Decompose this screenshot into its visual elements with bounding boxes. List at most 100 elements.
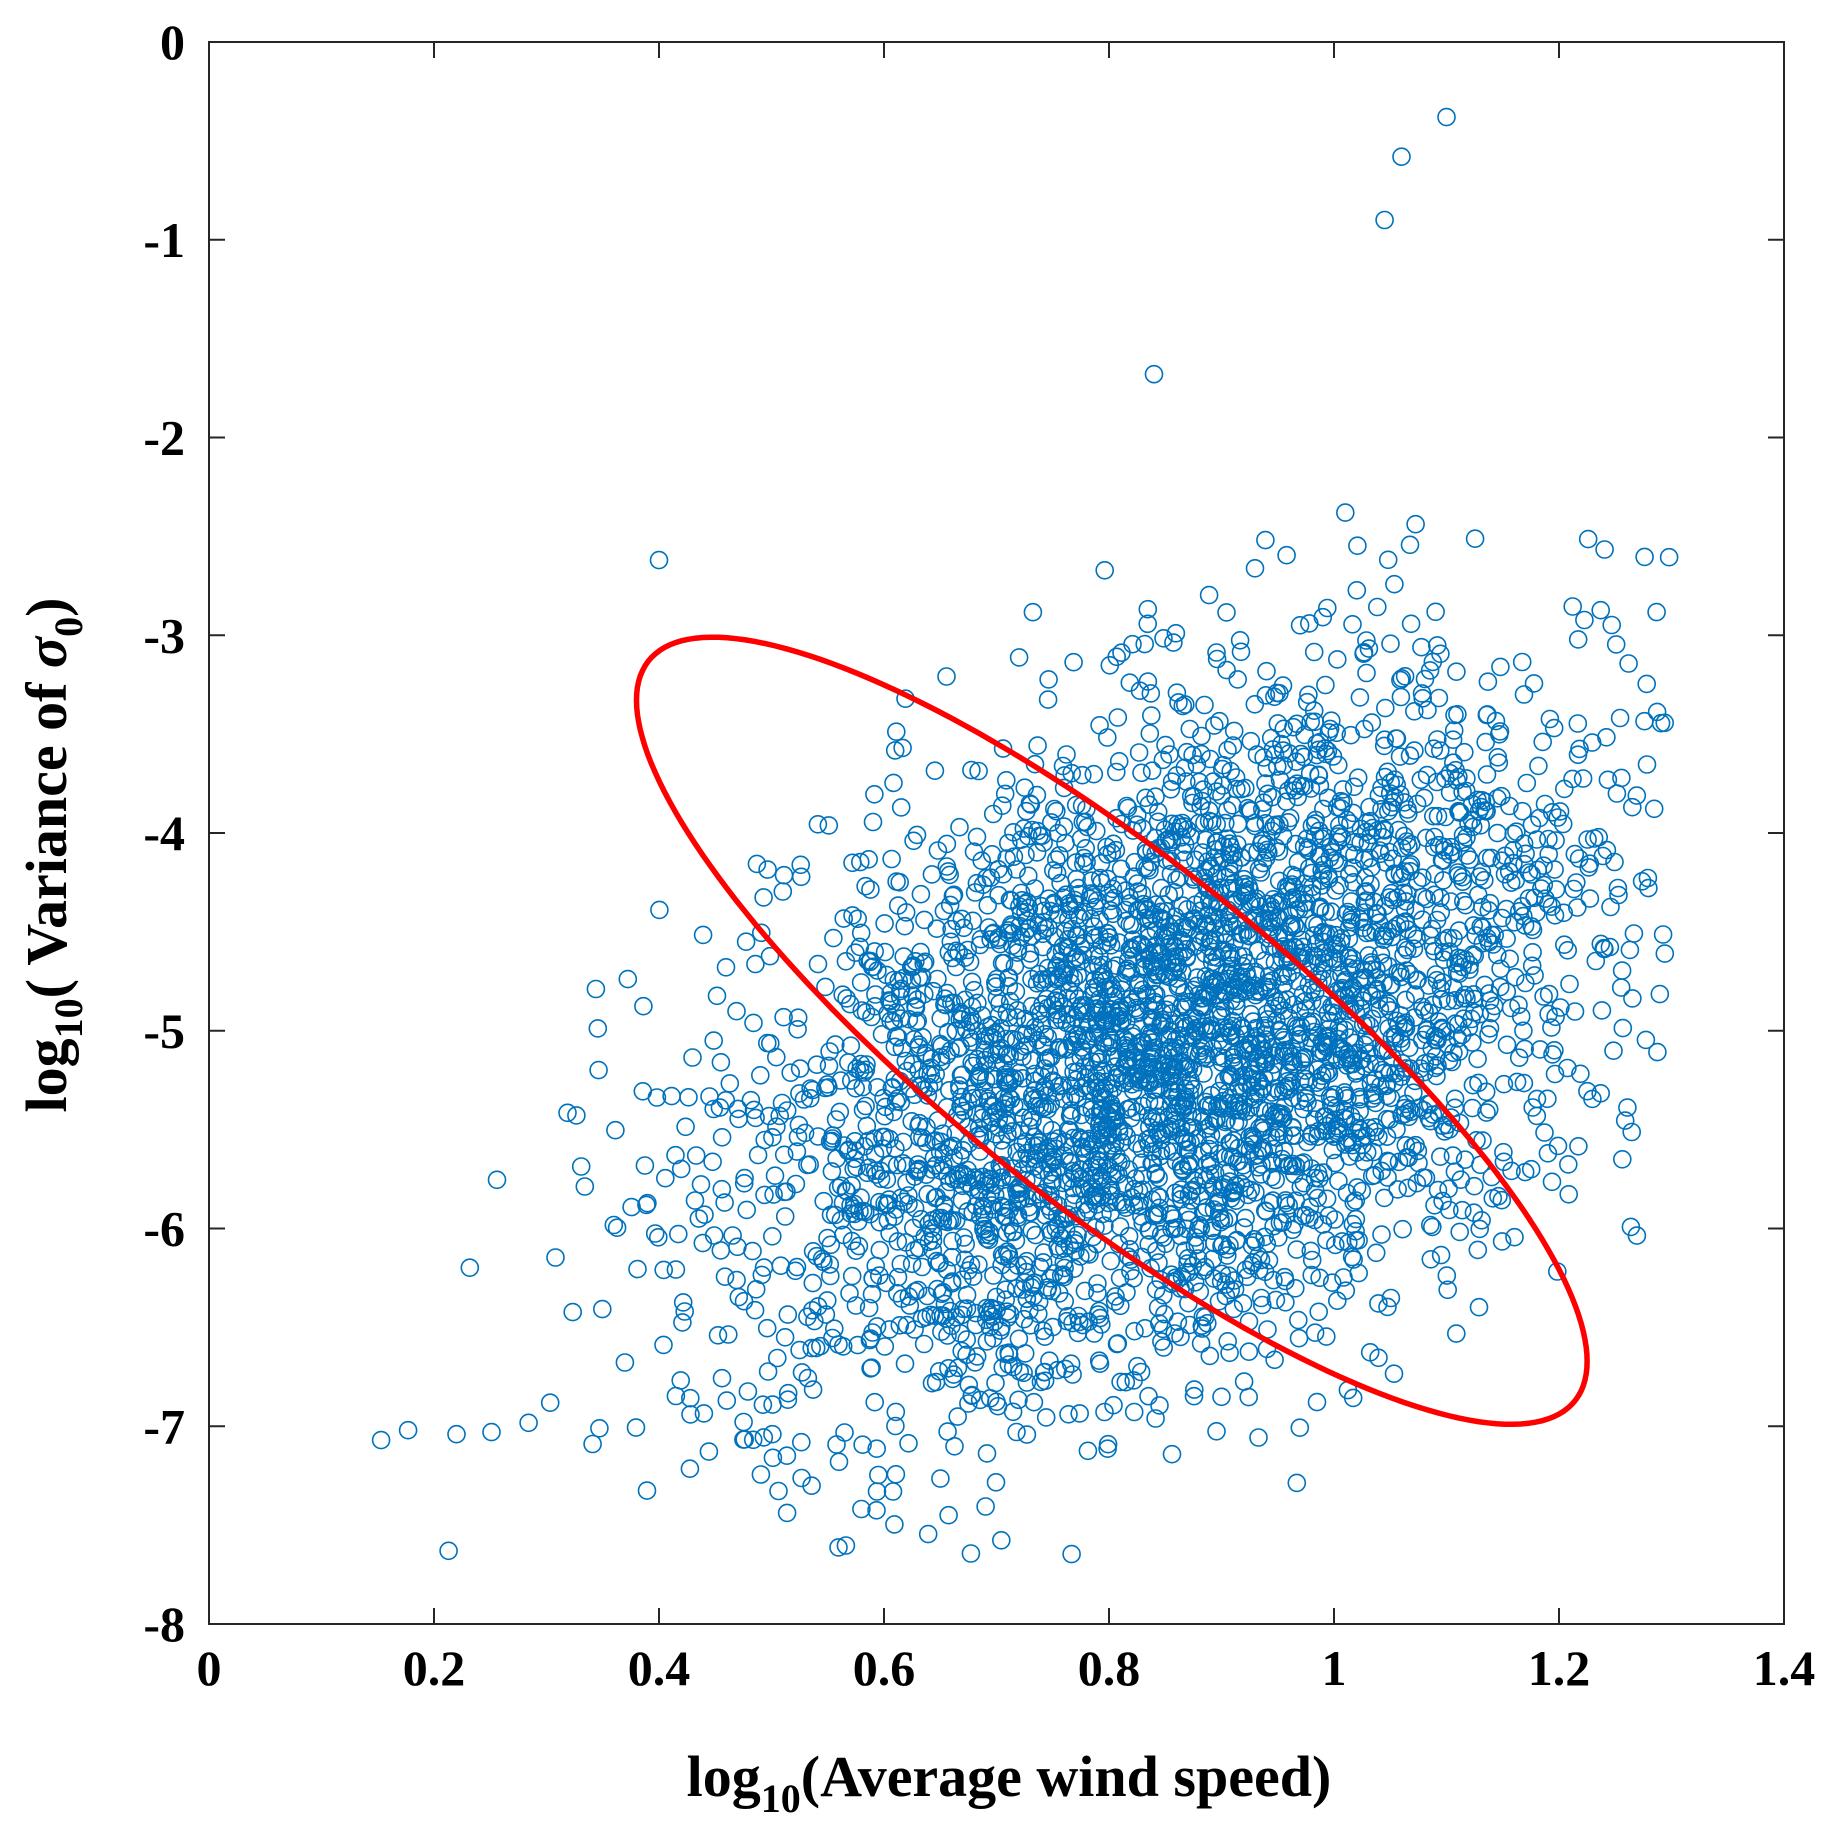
data-point (1465, 1176, 1484, 1196)
data-point (1056, 921, 1075, 941)
data-point (1309, 765, 1328, 785)
data-point (586, 979, 606, 999)
data-point (1300, 858, 1319, 878)
data-point (1449, 921, 1469, 940)
data-point (1128, 882, 1148, 901)
data-point (1546, 831, 1565, 850)
data-point (1319, 723, 1339, 742)
data-point (1492, 1232, 1512, 1251)
data-point (1553, 814, 1573, 834)
data-point (820, 1266, 840, 1286)
data-point (972, 851, 992, 871)
data-point (960, 1028, 980, 1048)
data-point (1021, 1203, 1041, 1222)
data-point (1449, 1042, 1469, 1061)
data-point (958, 940, 978, 960)
data-point (1591, 600, 1610, 620)
data-point (1323, 1003, 1343, 1023)
data-point (1222, 956, 1242, 976)
data-point (1209, 1203, 1229, 1222)
data-point (1621, 1217, 1641, 1237)
data-point (1119, 1226, 1139, 1246)
data-point (1200, 1165, 1220, 1185)
data-point (981, 1107, 1000, 1127)
data-point (1098, 728, 1117, 747)
data-point (1415, 669, 1435, 689)
data-point (1175, 1241, 1195, 1260)
data-point (1133, 1213, 1152, 1233)
data-point (1037, 969, 1056, 989)
confidence-ellipse (633, 634, 1590, 1428)
data-point (668, 1224, 688, 1244)
data-point (824, 928, 843, 948)
data-point (1208, 1194, 1228, 1213)
data-point (1283, 1088, 1302, 1108)
data-point (1608, 878, 1628, 898)
data-point (1393, 1054, 1412, 1073)
data-point (563, 1302, 583, 1322)
data-point (1264, 1270, 1283, 1290)
data-point (927, 919, 947, 939)
data-point (1112, 643, 1131, 663)
data-point (734, 1430, 753, 1449)
data-point (746, 954, 765, 974)
data-point (1323, 1140, 1343, 1160)
data-point (1635, 547, 1654, 567)
data-point (1429, 688, 1449, 708)
data-point (1382, 883, 1401, 903)
data-point (1099, 1084, 1119, 1103)
x-tick-label: 1.4 (1753, 1640, 1816, 1696)
data-point (906, 998, 926, 1018)
data-point (1235, 884, 1255, 904)
data-point (1380, 976, 1400, 995)
data-point (1421, 1215, 1440, 1235)
data-point (1254, 1040, 1273, 1059)
data-point (819, 816, 839, 835)
data-point (933, 1155, 953, 1175)
data-point (1072, 996, 1092, 1015)
data-point (1327, 723, 1346, 743)
data-point (1341, 814, 1360, 833)
data-point (989, 859, 1008, 879)
data-point (1151, 1141, 1171, 1161)
data-point (1161, 1065, 1180, 1085)
data-point (847, 1157, 866, 1177)
data-point (1100, 1158, 1120, 1178)
data-point (1044, 1073, 1064, 1092)
data-point (857, 1055, 876, 1074)
data-point (1504, 824, 1523, 844)
data-point (1332, 965, 1351, 985)
data-point (1306, 810, 1325, 830)
data-point (1336, 1135, 1355, 1154)
data-point (1154, 1338, 1173, 1357)
data-point (1193, 843, 1212, 862)
data-point (956, 1234, 976, 1254)
data-point (1457, 769, 1476, 788)
data-point (1332, 1049, 1352, 1069)
data-point (1369, 1294, 1388, 1313)
data-point (1282, 917, 1301, 937)
data-point (837, 989, 856, 1008)
data-point (846, 1241, 866, 1260)
data-point (866, 1256, 886, 1276)
data-point (1431, 979, 1451, 998)
data-point (1150, 943, 1169, 963)
data-point (937, 667, 956, 686)
data-point (1146, 1409, 1165, 1428)
data-point (1226, 1176, 1246, 1195)
data-point (1163, 1142, 1183, 1161)
data-point (1505, 1227, 1524, 1247)
data-point (1028, 821, 1047, 841)
data-point (868, 1465, 888, 1485)
data-point (841, 1195, 860, 1215)
data-point (1336, 503, 1355, 522)
data-point (865, 784, 884, 804)
data-point (930, 1142, 950, 1162)
data-point (773, 882, 793, 901)
data-point (875, 1106, 894, 1126)
data-point (718, 1325, 738, 1344)
data-point (1091, 1087, 1110, 1107)
data-point (704, 1031, 724, 1050)
data-point (827, 1435, 846, 1454)
data-point (1148, 1205, 1168, 1225)
